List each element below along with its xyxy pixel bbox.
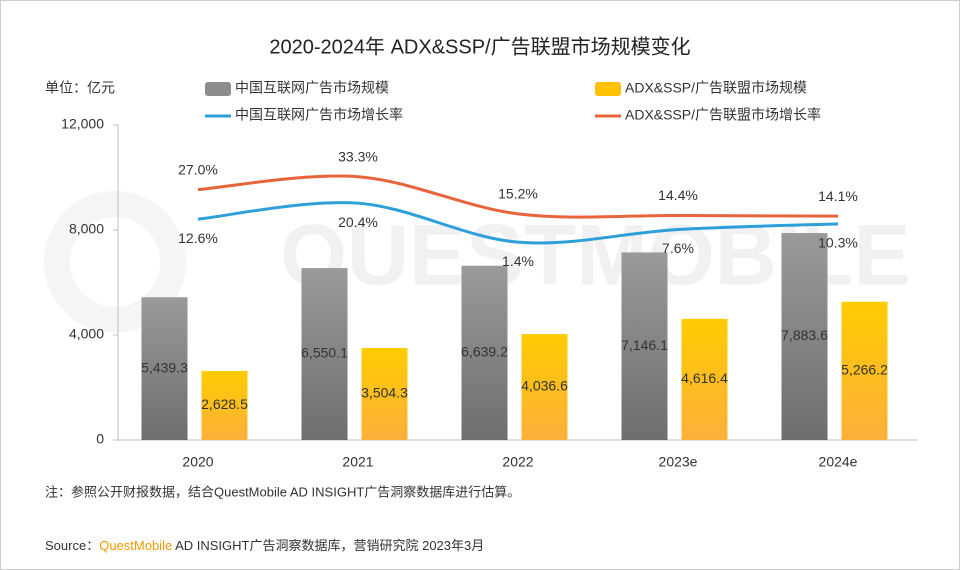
line-value-label: 1.4% — [502, 253, 534, 269]
line-value-label: 14.1% — [818, 188, 858, 204]
bar — [781, 233, 828, 440]
bar — [841, 301, 888, 440]
line-value-label: 15.2% — [498, 186, 538, 202]
bar-value-label: 6,639.2 — [461, 344, 508, 360]
line — [197, 174, 839, 219]
legend-label: ADX&SSP/广告联盟市场增长率 — [625, 107, 821, 123]
x-tick-label: 2024e — [819, 454, 858, 470]
legend-swatch — [595, 82, 621, 96]
watermark-logo — [44, 191, 186, 333]
x-tick-label: 2020 — [182, 454, 213, 470]
source-brand: QuestMobile — [99, 538, 172, 553]
unit-label: 单位：亿元 — [45, 80, 115, 96]
bar-value-label: 2,628.5 — [201, 396, 248, 412]
bar — [201, 371, 248, 440]
bar — [141, 297, 188, 440]
bar-value-label: 7,883.6 — [781, 327, 828, 343]
bar — [521, 334, 568, 440]
x-tick-label: 2023e — [659, 454, 698, 470]
line — [197, 201, 839, 245]
bar-value-label: 7,146.1 — [621, 337, 668, 353]
bar — [461, 265, 508, 440]
legend-label: ADX&SSP/广告联盟市场规模 — [625, 80, 807, 96]
legend-label: 中国互联网广告市场增长率 — [235, 107, 403, 123]
x-tick-label: 2022 — [502, 454, 533, 470]
bar-value-label: 3,504.3 — [361, 385, 408, 401]
line-value-label: 27.0% — [178, 161, 218, 177]
line-value-label: 14.4% — [658, 187, 698, 203]
y-tick-label: 8,000 — [69, 221, 104, 237]
line-value-label: 33.3% — [338, 148, 378, 164]
bar — [361, 348, 408, 440]
bar-value-label: 5,439.3 — [141, 359, 188, 375]
note: 注：参照公开财报数据，结合QuestMobile AD INSIGHT广告洞察数… — [45, 484, 520, 499]
line-value-label: 12.6% — [178, 230, 218, 246]
bar-value-label: 6,550.1 — [301, 345, 348, 361]
bar — [621, 252, 668, 440]
source-text: AD INSIGHT广告洞察数据库，营销研究院 2023年3月 — [172, 538, 484, 553]
bar-value-label: 5,266.2 — [841, 362, 888, 378]
x-tick-label: 2021 — [342, 454, 373, 470]
y-tick-label: 0 — [96, 431, 104, 447]
bar-value-label: 4,036.6 — [521, 378, 568, 394]
bar-value-label: 4,616.4 — [681, 370, 728, 386]
y-tick-label: 4,000 — [69, 326, 104, 342]
y-tick-label: 12,000 — [61, 116, 104, 132]
bar — [301, 268, 348, 440]
chart-title: 2020-2024年 ADX&SSP/广告联盟市场规模变化 — [269, 35, 690, 58]
source-prefix: Source： — [45, 538, 99, 553]
source: Source：QuestMobile AD INSIGHT广告洞察数据库，营销研… — [45, 538, 484, 553]
line-value-label: 10.3% — [818, 235, 858, 251]
line-value-label: 20.4% — [338, 214, 378, 230]
legend-swatch — [205, 82, 231, 96]
bar — [681, 318, 728, 440]
line-value-label: 7.6% — [662, 240, 694, 256]
legend-label: 中国互联网广告市场规模 — [235, 80, 389, 96]
